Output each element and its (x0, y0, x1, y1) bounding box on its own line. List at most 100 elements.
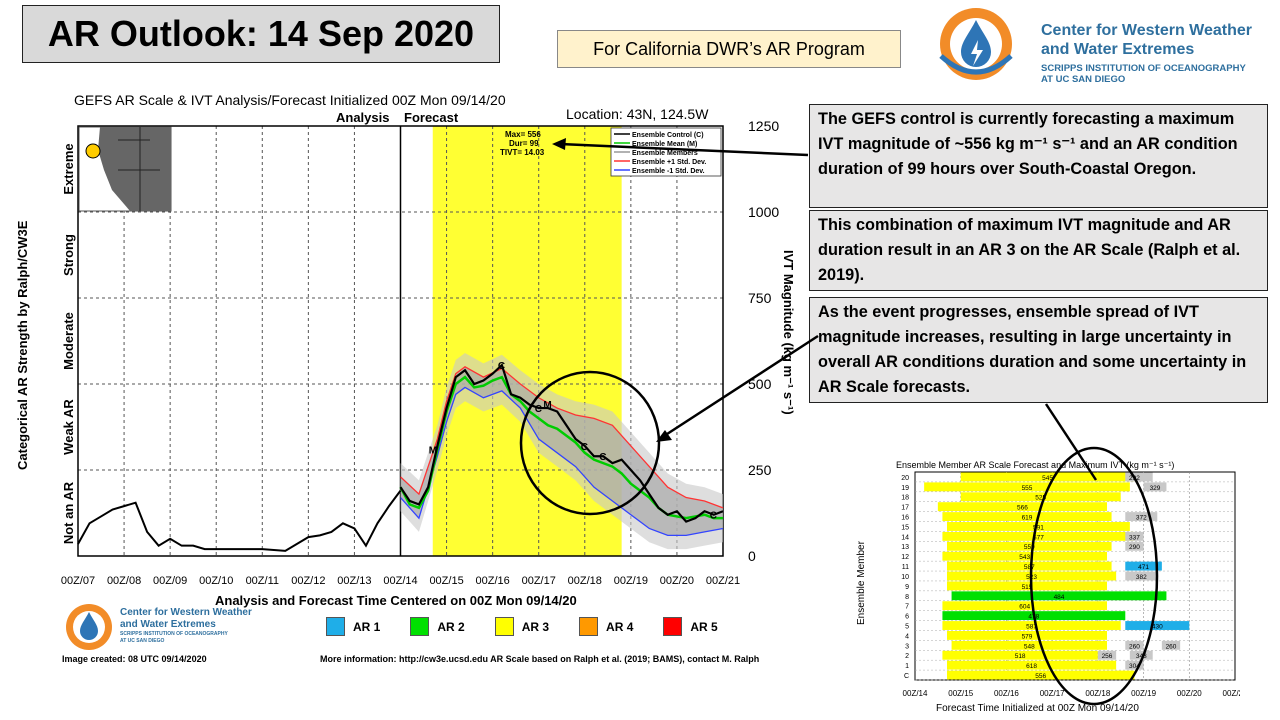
legend-ar3-label: AR 3 (521, 619, 550, 634)
x-tick-label: 00Z/12 (291, 575, 325, 587)
member-row-label: 19 (901, 485, 909, 492)
legend-ar3: AR 3 (494, 617, 550, 636)
member-row-label: 11 (902, 564, 909, 571)
logo-line1: Center for Western Weather (1041, 22, 1253, 39)
member-max-ivt: 518 (1015, 653, 1026, 660)
member-row-label: 8 (905, 594, 909, 601)
member-max-ivt: 523 (1026, 574, 1037, 581)
analysis-line (77, 490, 402, 552)
legend-ar5-swatch (663, 617, 683, 636)
legend-entry: Ensemble Members (632, 150, 698, 157)
line-marker: C (710, 511, 717, 522)
ar-category-label: Extreme (61, 143, 76, 194)
member-ar-bar (951, 640, 1107, 650)
member-extra-ivt: 304 (1129, 663, 1140, 670)
member-ar-bar (942, 512, 1112, 522)
member-extra-ivt: 292 (1129, 475, 1140, 482)
ar-category-label: Not an AR (61, 481, 76, 544)
member-max-ivt: 618 (1026, 663, 1037, 670)
image-created: Image created: 08 UTC 09/14/2020 (62, 654, 207, 664)
x-tick-label: 00Z/07 (61, 575, 95, 587)
x-tick-label: 00Z/08 (107, 575, 141, 587)
note-ar-scale: This combination of maximum IVT magnitud… (809, 210, 1268, 291)
legend-entry: Ensemble Mean (M) (632, 141, 697, 148)
member-ar-bar (947, 561, 1112, 571)
legend-ar3-swatch (494, 617, 514, 636)
member-max-ivt: 591 (1033, 524, 1044, 531)
x-tick-label: 00Z/17 (522, 575, 556, 587)
member-ar-bar (942, 551, 1107, 561)
line-marker: M (543, 400, 551, 411)
logo-subtitle: SCRIPPS INSTITUTION OF OCEANOGRAPHY AT U… (1041, 63, 1246, 85)
member-chart-xlabel: Forecast Time Initialized at 00Z Mon 09/… (936, 703, 1139, 714)
x-axis-label: Analysis and Forecast Time Centered on 0… (215, 593, 577, 608)
legend-ar2-swatch (410, 617, 430, 636)
member-row-label: 17 (901, 505, 909, 512)
member-row-label: 18 (901, 495, 909, 502)
member-ar-bar (947, 581, 1107, 591)
member-extra-ivt: 382 (1136, 574, 1147, 581)
page-title: AR Outlook: 14 Sep 2020 (22, 5, 500, 63)
footer-logo-line1: Center for Western Weather (120, 607, 252, 618)
member-x-tick: 00Z/21 (1223, 689, 1240, 698)
ar-category-label: Moderate (61, 312, 76, 370)
y-tick-label: 500 (748, 376, 772, 392)
x-tick-label: 00Z/16 (476, 575, 510, 587)
main-chart: 00Z/07 00Z/08 00Z/09 00Z/10 00Z/11 00Z/12 00Z/… (61, 118, 779, 587)
stat-max: Max= 556 (505, 130, 541, 139)
legend-ar5-label: AR 5 (690, 619, 718, 634)
member-x-tick: 00Z/19 (1131, 689, 1156, 698)
legend-ar4-swatch (579, 617, 599, 636)
member-row-label: 14 (901, 534, 909, 541)
member-x-tick: 00Z/16 (994, 689, 1019, 698)
member-extra-ivt: 329 (1150, 485, 1161, 492)
member-row-label: 15 (901, 524, 909, 531)
legend-ar4: AR 4 (579, 617, 633, 636)
member-x-tick: 00Z/15 (948, 689, 973, 698)
member-max-ivt: 587 (1024, 564, 1035, 571)
member-max-ivt: 515 (1022, 584, 1033, 591)
legend-ar1-swatch (326, 617, 345, 636)
member-extra-bar (1161, 640, 1181, 650)
member-max-ivt: 559 (1024, 544, 1035, 551)
member-row-label: 16 (901, 515, 909, 522)
x-tick-label: 00Z/13 (337, 575, 371, 587)
legend-ar1-label: AR 1 (353, 619, 381, 634)
member-extra-ivt: 260 (1166, 643, 1177, 650)
x-tick-label: 00Z/10 (199, 575, 233, 587)
member-row-label: 7 (905, 604, 909, 611)
analysis-label: Analysis (336, 110, 390, 125)
member-max-ivt: 525 (1035, 495, 1046, 502)
cw3e-logo-icon (931, 6, 1031, 82)
member-chart: 00Z/14 00Z/15 00Z/16 00Z/17 00Z/18 00Z/19 00Z/… (901, 471, 1240, 698)
x-tick-label: 00Z/19 (614, 575, 648, 587)
member-extra-ivt: 337 (1129, 534, 1140, 541)
member-extra-ivt: 471 (1138, 564, 1149, 571)
y-tick-label: 0 (748, 548, 756, 564)
member-row-label: 1 (905, 663, 909, 670)
member-extra-ivt: 343 (1136, 653, 1147, 660)
footer-logo-sub1: SCRIPPS INSTITUTION OF OCEANOGRAPHY (120, 631, 228, 637)
member-row-label: 9 (905, 584, 909, 591)
member-extra-ivt: 290 (1129, 544, 1140, 551)
x-tick-label: 00Z/18 (568, 575, 602, 587)
member-row-label: 3 (905, 643, 909, 650)
stat-tivt: TIVT= 14.03 (500, 148, 545, 157)
x-tick-label: 00Z/14 (383, 575, 417, 587)
line-marker: C (498, 361, 505, 372)
member-max-ivt: 577 (1033, 534, 1044, 541)
ar-category-label: Strong (61, 234, 76, 276)
footer-logo-text: Center for Western Weather and Water Ext… (120, 607, 252, 645)
inset-map-borders (118, 127, 160, 211)
logo-sub1: SCRIPPS INSTITUTION OF OCEANOGRAPHY (1041, 63, 1246, 74)
legend-ar2: AR 2 (410, 617, 465, 636)
member-x-tick: 00Z/14 (903, 689, 928, 698)
ar-category-label: Weak AR (61, 399, 76, 455)
more-info: More information: http://cw3e.ucsd.edu A… (320, 654, 760, 664)
member-ar-bar (942, 650, 1098, 660)
y-tick-label: 1000 (748, 204, 779, 220)
x-tick-label: 00Z/21 (706, 575, 740, 587)
legend-ar4-label: AR 4 (606, 619, 634, 634)
y-tick-label: 750 (748, 290, 772, 306)
member-ar-bar (947, 541, 1112, 551)
